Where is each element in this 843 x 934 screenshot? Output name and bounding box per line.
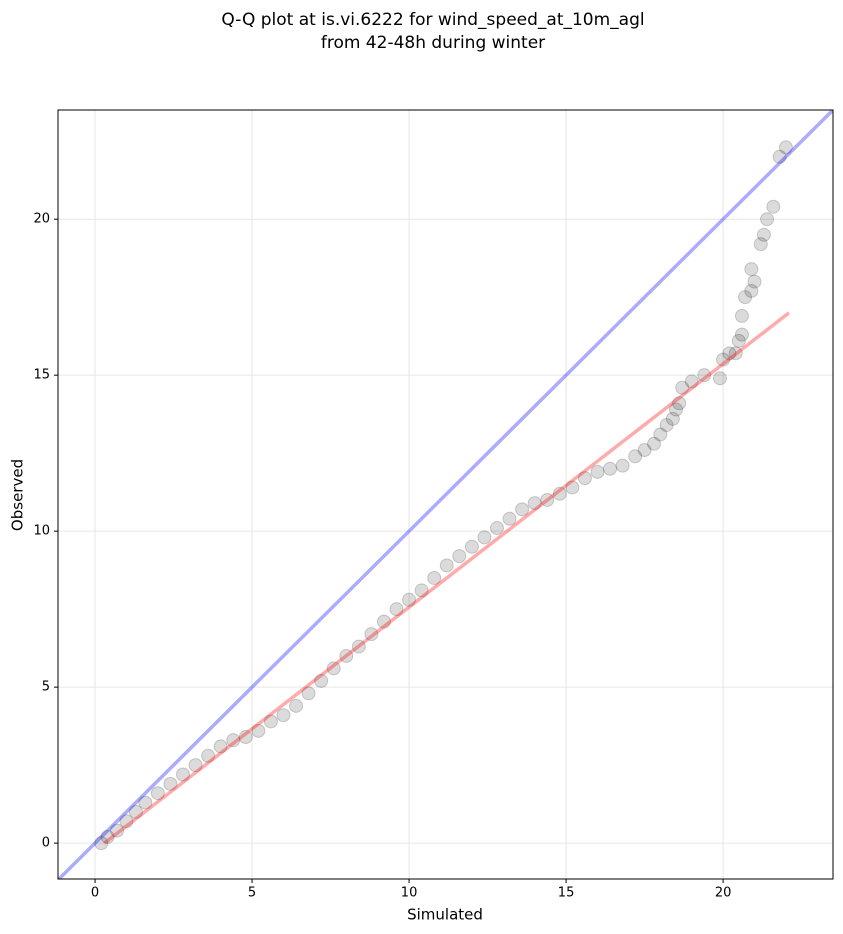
point <box>712 371 727 386</box>
y-tick-label: 20 <box>33 212 50 227</box>
point <box>659 418 674 433</box>
point <box>351 639 366 654</box>
x-tick-label: 10 <box>401 886 418 901</box>
point <box>734 327 749 342</box>
point <box>753 237 768 252</box>
x-tick-label: 5 <box>248 886 256 901</box>
point <box>110 823 125 838</box>
point <box>314 673 329 688</box>
point <box>697 368 712 383</box>
point <box>276 708 291 723</box>
point <box>389 602 404 617</box>
point <box>778 140 793 155</box>
point <box>464 539 479 554</box>
point <box>452 549 467 564</box>
point <box>552 486 567 501</box>
point <box>515 502 530 517</box>
chart-subtitle: from 42-48h during winter <box>321 33 545 53</box>
y-tick-label: 0 <box>42 836 50 851</box>
point <box>100 829 115 844</box>
y-axis-label: Observed <box>9 459 27 531</box>
point <box>289 698 304 713</box>
y-tick-label: 10 <box>33 524 50 539</box>
point <box>565 480 580 495</box>
point <box>94 836 109 851</box>
point <box>744 262 759 277</box>
point <box>747 274 762 289</box>
point <box>439 558 454 573</box>
point <box>251 723 266 738</box>
point <box>731 333 746 348</box>
point <box>672 396 687 411</box>
x-axis-label: Simulated <box>407 906 483 924</box>
point <box>756 227 771 242</box>
point <box>128 804 143 819</box>
point <box>163 776 178 791</box>
point <box>376 614 391 629</box>
point <box>188 758 203 773</box>
point <box>364 627 379 642</box>
point <box>502 511 517 526</box>
point <box>738 290 753 305</box>
point <box>339 648 354 663</box>
point <box>665 411 680 426</box>
point <box>119 814 134 829</box>
point <box>326 661 341 676</box>
point <box>728 346 743 361</box>
point <box>684 374 699 389</box>
point <box>213 739 228 754</box>
point <box>238 730 253 745</box>
point <box>527 496 542 511</box>
y-tick-label: 15 <box>33 368 50 383</box>
point <box>722 346 737 361</box>
x-tick-label: 15 <box>558 886 575 901</box>
point <box>734 308 749 323</box>
y-tick-label: 5 <box>42 680 50 695</box>
point <box>201 748 216 763</box>
point <box>138 795 153 810</box>
point <box>414 583 429 598</box>
point <box>175 767 190 782</box>
chart-title: Q-Q plot at is.vi.6222 for wind_speed_at… <box>221 10 644 30</box>
x-tick-label: 20 <box>715 886 732 901</box>
point <box>150 786 165 801</box>
point <box>540 492 555 507</box>
point <box>647 436 662 451</box>
point <box>489 521 504 536</box>
point <box>615 458 630 473</box>
point <box>766 199 781 214</box>
point <box>760 212 775 227</box>
point <box>577 471 592 486</box>
plot-frame <box>57 109 834 880</box>
point <box>477 530 492 545</box>
point <box>226 733 241 748</box>
point <box>603 461 618 476</box>
x-tick-label: 0 <box>91 886 99 901</box>
point <box>716 352 731 367</box>
reference-line <box>58 110 833 879</box>
reference-line <box>103 311 791 845</box>
point <box>744 283 759 298</box>
point <box>653 427 668 442</box>
point <box>628 449 643 464</box>
point <box>402 592 417 607</box>
point <box>427 570 442 585</box>
point <box>263 714 278 729</box>
point <box>590 464 605 479</box>
point <box>668 402 683 417</box>
point <box>637 443 652 458</box>
point <box>301 686 316 701</box>
point <box>772 149 787 164</box>
point <box>675 380 690 395</box>
